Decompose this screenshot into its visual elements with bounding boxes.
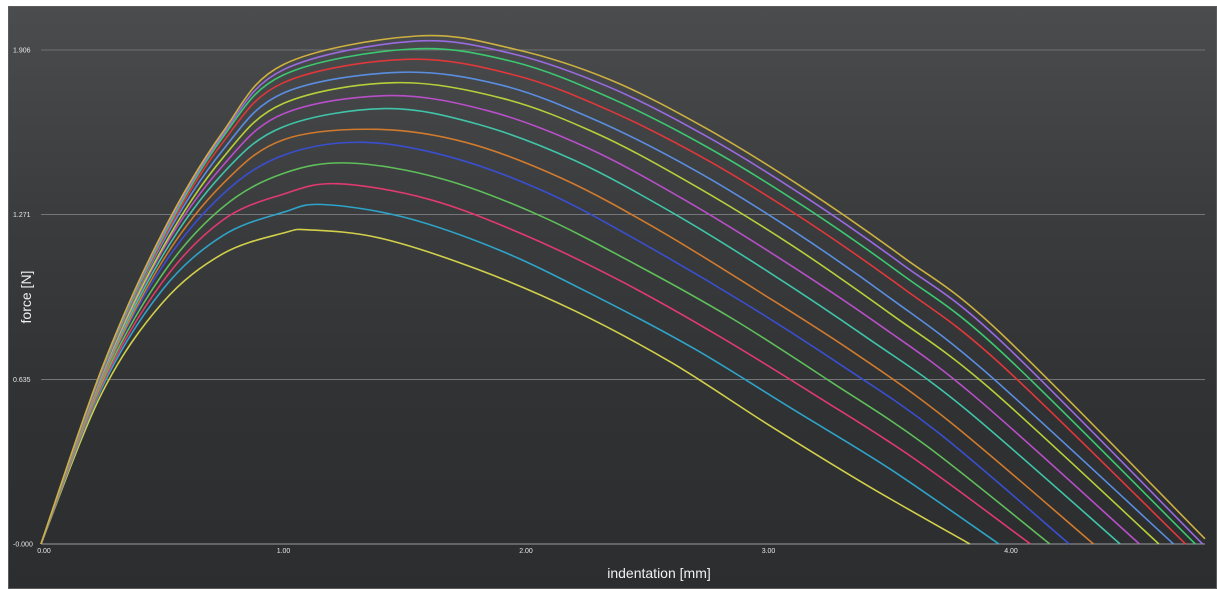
- series-line-10: [40, 71, 1175, 545]
- series-line-7: [40, 107, 1121, 545]
- series-line-5: [40, 141, 1070, 545]
- y-tick-label: 1.906: [13, 48, 31, 55]
- x-tick-label: 2.00: [519, 548, 533, 555]
- x-tick-label: 3.00: [762, 548, 776, 555]
- force-indentation-chart: -0.000 0.635 1.271 1.906 0.00 1.00 2.00 3.00 4.…: [13, 34, 1206, 581]
- x-axis-title: indentation [mm]: [607, 565, 711, 581]
- chart-panel: -0.000 0.635 1.271 1.906 0.00 1.00 2.00 3.00 4.…: [8, 6, 1217, 589]
- series-line-8: [40, 94, 1141, 545]
- series-line-14: [40, 34, 1206, 545]
- series-line-6: [40, 128, 1095, 545]
- series-line-12: [40, 47, 1196, 545]
- series-line-11: [40, 58, 1187, 545]
- y-tick-label: 0.635: [13, 377, 31, 384]
- series-line-2: [40, 203, 1000, 545]
- y-tick-labels: -0.000 0.635 1.271 1.906: [13, 48, 33, 549]
- series-line-1: [40, 228, 971, 545]
- y-tick-label: -0.000: [13, 542, 33, 549]
- x-tick-labels: 0.00 1.00 2.00 3.00 4.00: [37, 548, 1018, 555]
- grid-layer: [41, 49, 1205, 545]
- series-layer: [40, 34, 1206, 545]
- x-tick-label: 0.00: [37, 548, 51, 555]
- x-tick-label: 1.00: [277, 548, 291, 555]
- series-line-4: [40, 162, 1051, 545]
- y-tick-label: 1.271: [13, 212, 31, 219]
- series-line-9: [40, 81, 1160, 545]
- series-line-3: [40, 182, 1031, 545]
- y-axis-title: force [N]: [18, 271, 34, 324]
- x-tick-label: 4.00: [1004, 548, 1018, 555]
- series-line-13: [40, 39, 1204, 545]
